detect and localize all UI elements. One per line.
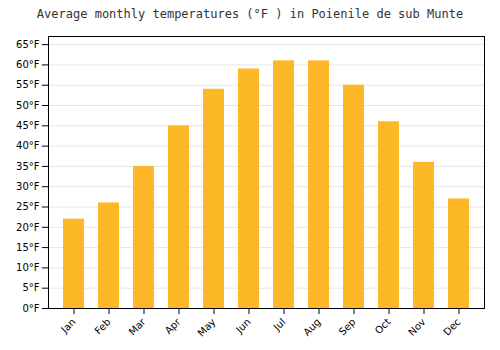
svg-text:Aug: Aug bbox=[301, 316, 323, 338]
html-text:Average monthly temperatures (: Average monthly temperatures (°F ) in Po… bbox=[36, 7, 464, 21]
svg-text:Jan: Jan bbox=[58, 316, 77, 335]
svg-text:60°F: 60°F bbox=[16, 59, 40, 70]
svg-text:15°F: 15°F bbox=[16, 242, 40, 253]
svg-text:Apr: Apr bbox=[163, 316, 184, 337]
svg-text:Jun: Jun bbox=[233, 316, 253, 336]
svg-text:5°F: 5°F bbox=[22, 282, 39, 293]
svg-text:May: May bbox=[195, 316, 217, 338]
svg-text:40°F: 40°F bbox=[16, 140, 40, 151]
svg-text:Oct: Oct bbox=[373, 316, 393, 336]
svg-text:Feb: Feb bbox=[92, 316, 112, 336]
svg-text:50°F: 50°F bbox=[16, 100, 40, 111]
svg-text:Sep: Sep bbox=[337, 316, 358, 337]
svg-text:65°F: 65°F bbox=[16, 39, 40, 50]
svg-text:Jul: Jul bbox=[271, 316, 288, 333]
svg-text:Dec: Dec bbox=[441, 316, 462, 337]
svg-text:0°F: 0°F bbox=[22, 303, 39, 314]
svg-text:55°F: 55°F bbox=[16, 79, 40, 90]
svg-text:30°F: 30°F bbox=[16, 181, 40, 192]
svg-text:Mar: Mar bbox=[127, 316, 149, 338]
svg-text:20°F: 20°F bbox=[16, 222, 40, 233]
svg-text:45°F: 45°F bbox=[16, 120, 40, 131]
svg-text:Nov: Nov bbox=[406, 316, 428, 338]
svg-text:25°F: 25°F bbox=[16, 201, 40, 212]
svg-text:10°F: 10°F bbox=[16, 262, 40, 273]
svg-text:35°F: 35°F bbox=[16, 161, 40, 172]
